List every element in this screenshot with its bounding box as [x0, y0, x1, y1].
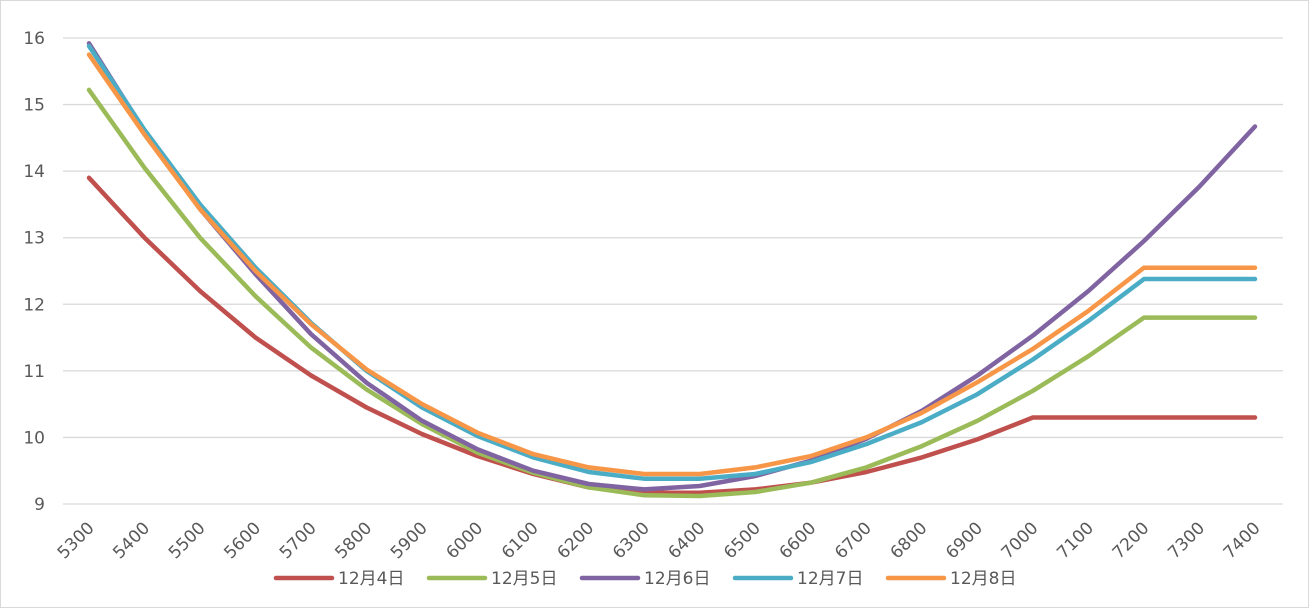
series-line	[86, 87, 1258, 499]
y-tick-label: 12	[23, 295, 45, 315]
y-axis-tick-labels: 9 10 11 12 13 14 15 16	[23, 29, 45, 515]
x-tick-label: 6100	[498, 518, 543, 563]
x-tick-label: 5800	[331, 518, 376, 563]
gridlines	[63, 37, 1283, 505]
series-lines	[86, 41, 1258, 499]
x-tick-label: 6700	[831, 518, 876, 563]
x-tick-label: 5700	[276, 518, 321, 563]
legend-label: 12月5日	[491, 569, 557, 589]
y-tick-label: 9	[34, 495, 45, 515]
y-tick-label: 15	[23, 96, 45, 116]
x-tick-label: 7300	[1164, 518, 1209, 563]
series-line	[86, 52, 1258, 477]
x-tick-label: 6600	[776, 518, 821, 563]
series-line	[86, 41, 1258, 492]
x-tick-label: 6200	[554, 518, 599, 563]
x-tick-label: 6800	[887, 518, 932, 563]
legend-label: 12月6日	[644, 569, 710, 589]
x-tick-label: 5900	[387, 518, 432, 563]
x-tick-label: 5300	[54, 518, 99, 563]
x-tick-label: 7200	[1109, 518, 1154, 563]
x-tick-label: 5400	[109, 518, 154, 563]
x-tick-label: 6400	[665, 518, 710, 563]
y-tick-label: 16	[23, 29, 45, 49]
legend-label: 12月8日	[950, 569, 1016, 589]
series-line	[86, 175, 1258, 495]
series-line	[86, 43, 1258, 481]
y-tick-label: 14	[23, 162, 45, 182]
legend-label: 12月7日	[797, 569, 863, 589]
y-tick-label: 13	[23, 229, 45, 249]
y-tick-label: 10	[23, 428, 45, 448]
x-tick-label: 7400	[1220, 518, 1265, 563]
x-tick-label: 5600	[220, 518, 265, 563]
x-tick-label: 6900	[942, 518, 987, 563]
x-tick-label: 6500	[720, 518, 765, 563]
y-tick-label: 11	[23, 362, 45, 382]
legend: 12月4日 12月5日 12月6日 12月7日 12月8日	[273, 569, 1016, 589]
x-tick-label: 5500	[165, 518, 210, 563]
x-tick-label: 6300	[609, 518, 654, 563]
legend-label: 12月4日	[338, 569, 404, 589]
x-tick-label: 7000	[998, 518, 1043, 563]
x-axis-tick-labels: 5300 5400 5500 5600 5700 5800 5900 6000 6100 6200…	[54, 518, 1265, 563]
x-tick-label: 6000	[442, 518, 487, 563]
x-tick-label: 7100	[1053, 518, 1098, 563]
